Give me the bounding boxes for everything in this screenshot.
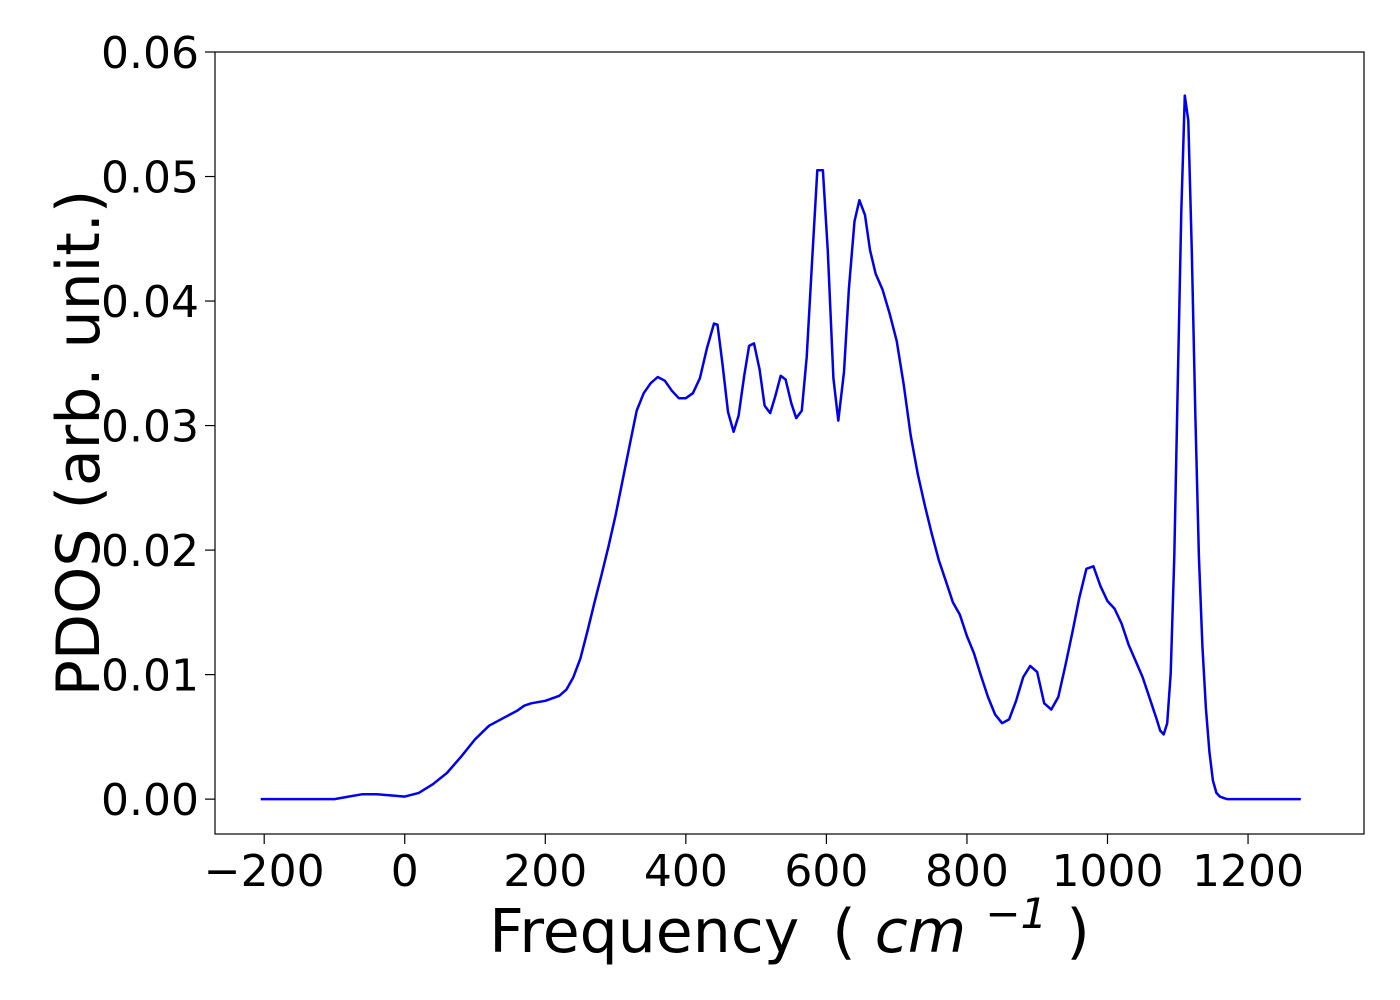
x-axis-title-paren-open: (	[832, 897, 855, 967]
x-tick-label: −200	[204, 846, 325, 897]
x-axis-title-paren-close: )	[1066, 897, 1089, 967]
x-axis-title-unit-exponent: −1	[985, 889, 1047, 938]
series-layer	[260, 94, 1301, 801]
y-tick-label: 0.04	[101, 277, 199, 328]
x-tick-label: 1000	[1052, 846, 1164, 897]
y-tick-label: 0.02	[101, 526, 199, 577]
x-tick-label: 0	[391, 846, 419, 897]
y-tick-label: 0.03	[101, 402, 199, 453]
x-axis-title-unit: cm	[875, 897, 966, 967]
x-tick-label: 1200	[1192, 846, 1304, 897]
x-axis-title: Frequency ( cm −1 )	[489, 873, 1089, 967]
plot-area-frame	[214, 51, 1365, 835]
x-axis-ticks: −200 0 200 400 600 800 1000 1200	[204, 834, 1304, 897]
y-tick-label: 0.05	[101, 153, 199, 204]
x-tick-label: 400	[644, 846, 728, 897]
y-axis-ticks: 0.00 0.01 0.02 0.03 0.04 0.05 0.06	[101, 28, 215, 826]
pdos-series-line	[260, 94, 1301, 801]
y-axis-title: PDOS (arb. unit.)	[44, 190, 114, 697]
x-tick-label: 200	[503, 846, 587, 897]
y-tick-label: 0.06	[101, 28, 199, 79]
y-tick-label: 0.00	[101, 775, 199, 826]
x-axis-title-text: Frequency	[489, 897, 799, 967]
y-tick-label: 0.01	[101, 651, 199, 702]
x-tick-label: 800	[925, 846, 1009, 897]
x-tick-label: 600	[784, 846, 868, 897]
